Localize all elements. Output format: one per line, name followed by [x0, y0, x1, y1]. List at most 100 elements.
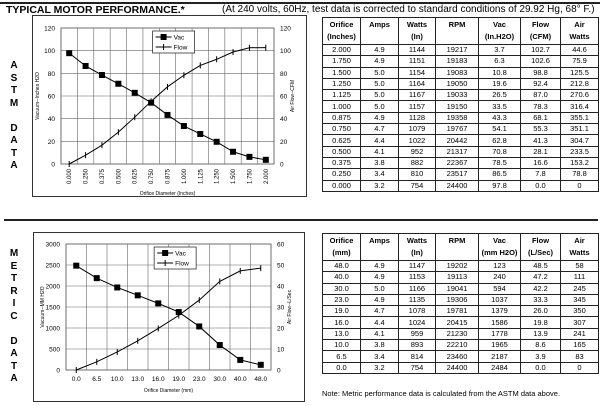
astm-chart: 0 0 20 20 40 40 60 60 80 80 100 100 120 120 0.000 0.250… [32, 15, 307, 197]
column-header-line: (mm) [332, 248, 351, 257]
table-cell: 3.4 [360, 350, 399, 363]
vac-marker [175, 309, 182, 316]
metric-chart: 0 0 500 10 1000 20 1500 30 2000 40 2500 50 3000 60 0.0… [33, 232, 305, 402]
column-header: Orifice (mm) [322, 233, 361, 261]
x-axis-title: Orifice Diameter (Inches) [140, 191, 196, 196]
table-cell: 19033 [435, 89, 479, 102]
vac-marker [134, 292, 141, 299]
column-header-line: Air [574, 236, 585, 245]
y2-tick-label: 20 [280, 139, 288, 146]
table-cell: 1153 [398, 271, 436, 284]
table-cell: 4.9 [360, 259, 399, 273]
table-row: 0.0 3.2 754 24400 2484 0.0 0 [322, 361, 599, 374]
series-line-flow [76, 267, 261, 371]
column-header: Watts (In) [398, 233, 436, 261]
table-cell: 233.5 [560, 145, 599, 158]
table-cell: 0.375 [322, 156, 361, 170]
table-cell: 952 [398, 145, 436, 158]
table-cell: 270.6 [560, 89, 599, 102]
side-letter: C [10, 310, 18, 322]
page-title: TYPICAL MOTOR PERFORMANCE.* [6, 4, 185, 16]
table-row: 0.250 3.4 810 23517 86.5 7.8 78.8 [322, 168, 599, 181]
table-cell: 42.2 [520, 282, 561, 295]
table-cell: 1166 [398, 282, 436, 295]
section-divider [4, 219, 598, 221]
side-letter: T [10, 85, 18, 96]
table-cell: 316.4 [560, 100, 599, 113]
y-tick-label: 20 [48, 139, 56, 146]
table-cell: 1147 [398, 259, 436, 273]
column-header-line: Watts [569, 32, 590, 41]
y2-tick-label: 0 [277, 368, 281, 375]
vac-marker [115, 80, 122, 87]
side-letter [6, 110, 22, 123]
column-header: Amps [360, 17, 399, 45]
table-cell: 0.750 [322, 123, 361, 136]
table-cell: 1135 [398, 293, 436, 307]
vac-marker [230, 148, 237, 155]
table-row: 40.0 4.9 1153 19113 240 47.2 111 [322, 271, 599, 284]
side-letter: T [10, 360, 18, 372]
side-letter: I [12, 298, 16, 309]
table-cell: 754 [398, 361, 436, 374]
table-row: 13.0 4.1 959 21230 1778 13.9 241 [322, 327, 599, 341]
y-tick-label: 2500 [46, 263, 61, 270]
table-cell: 1586 [478, 316, 521, 329]
table-cell: 22210 [435, 339, 479, 352]
metric-table: Orifice (mm) Amps Watts (In) RPM Vac (mm H2O)… [322, 233, 599, 374]
table-cell: 102.6 [520, 55, 561, 68]
table-cell: 1151 [398, 55, 436, 68]
table-cell: 19.6 [478, 77, 521, 91]
column-header-line: Amps [369, 20, 390, 29]
table-cell: 20415 [435, 316, 479, 329]
table-cell: 23460 [435, 350, 479, 363]
table-cell: 1164 [398, 77, 436, 91]
table-cell: 33.5 [478, 100, 521, 113]
vac-marker [93, 275, 100, 282]
y2-tick-label: 40 [280, 116, 288, 123]
table-cell: 55.3 [520, 123, 561, 136]
column-header-line: (In.H2O) [484, 32, 515, 41]
column-header-line: Amps [369, 236, 390, 245]
table-cell: 58 [560, 259, 599, 273]
table-cell: 19781 [435, 305, 479, 318]
x-tick-label: 1.125 [198, 168, 204, 184]
x-tick-label: 6.5 [92, 376, 101, 383]
table-cell: 0.0 [520, 361, 561, 374]
table-cell: 19083 [435, 66, 479, 79]
table-cell: 21230 [435, 327, 479, 341]
vac-marker [98, 72, 105, 79]
y2-tick-label: 50 [277, 263, 285, 270]
table-cell: 2.000 [322, 43, 361, 57]
x-tick-label: 0.625 [133, 168, 139, 184]
table-row: 0.750 4.7 1079 19767 54.1 55.3 351.1 [322, 123, 599, 136]
table-cell: 13.0 [322, 327, 361, 341]
table-cell: 4.4 [360, 316, 399, 329]
table-cell: 19041 [435, 282, 479, 295]
table-cell: 125.5 [560, 66, 599, 79]
table-cell: 4.1 [360, 327, 399, 341]
y-tick-label: 100 [44, 48, 55, 55]
x-tick-label: 23.0 [193, 376, 206, 383]
table-cell: 240 [478, 271, 521, 284]
table-cell: 165 [560, 339, 599, 352]
y2-tick-label: 10 [277, 347, 285, 354]
table-cell: 212.8 [560, 77, 599, 91]
side-letter: A [10, 373, 18, 384]
table-cell: 44.6 [560, 43, 599, 57]
y-tick-label: 1000 [46, 326, 61, 333]
y-tick-label: 2000 [46, 284, 61, 291]
side-letter: R [10, 285, 18, 297]
y-tick-label: 0 [51, 162, 55, 169]
table-cell: 0.875 [322, 111, 361, 125]
column-header-line: Vac [493, 236, 506, 245]
table-cell: 6.3 [478, 55, 521, 68]
side-letter: A [10, 60, 18, 71]
side-letter: M [9, 97, 19, 109]
column-header: Amps [360, 233, 399, 261]
y2-tick-label: 30 [277, 305, 285, 312]
table-cell: 594 [478, 282, 521, 295]
x-tick-label: 10.0 [111, 376, 124, 383]
